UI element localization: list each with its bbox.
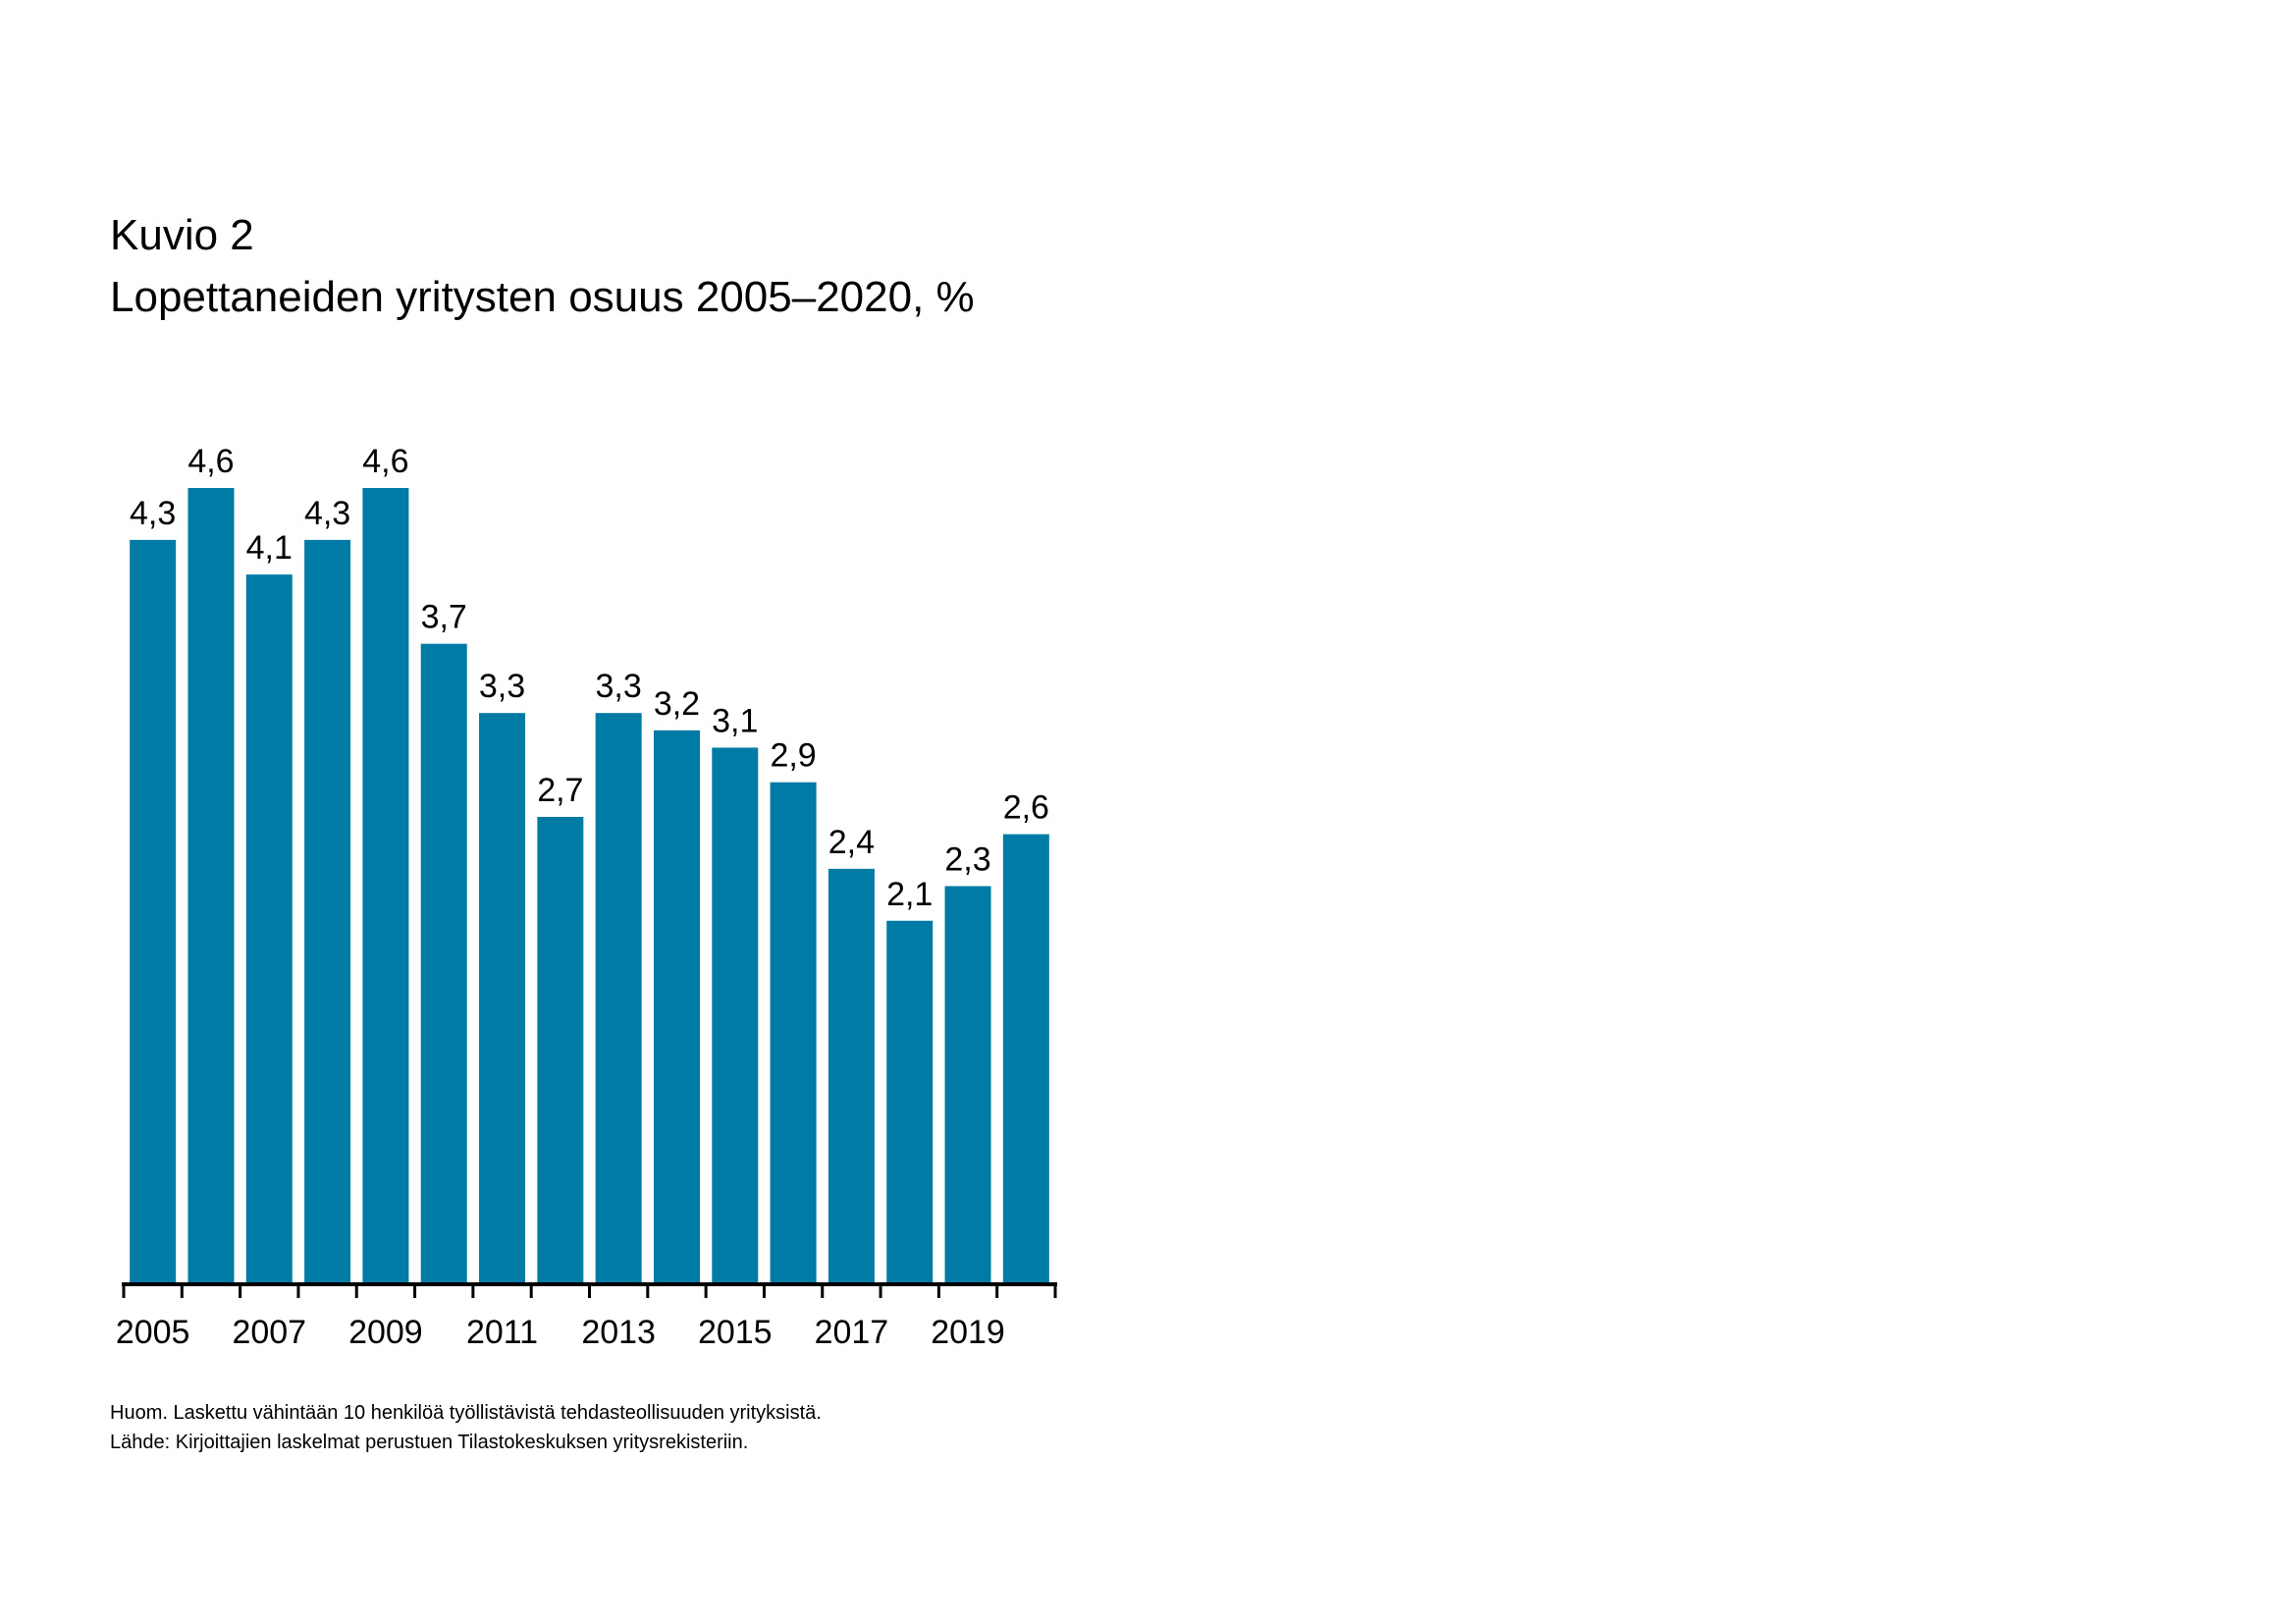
x-tick-label-2013: 2013 (581, 1314, 656, 1351)
data-label-2009: 4,6 (362, 443, 408, 480)
data-label-2007: 4,1 (246, 529, 293, 567)
data-label-2008: 4,3 (304, 495, 350, 532)
data-label-2005: 4,3 (130, 495, 176, 532)
bar-2005 (130, 539, 177, 1284)
x-tick-label-2005: 2005 (116, 1314, 190, 1351)
bar-2006 (187, 488, 235, 1284)
data-label-2020: 2,6 (1003, 789, 1049, 827)
source-text: Lähde: Kirjoittajien laskelmat perustuen… (110, 1432, 749, 1453)
bar-2010 (420, 643, 467, 1284)
bar-2008 (304, 539, 351, 1284)
data-label-2012: 2,7 (537, 772, 583, 809)
data-label-2017: 2,4 (828, 824, 875, 861)
data-label-2006: 4,6 (187, 443, 234, 480)
chart-title: Lopettaneiden yritysten osuus 2005–2020,… (110, 273, 975, 321)
data-label-2015: 3,1 (712, 702, 758, 739)
note-text: Huom. Laskettu vähintään 10 henkilöä työ… (110, 1402, 822, 1424)
data-label-2011: 3,3 (479, 668, 525, 705)
bar-2013 (595, 713, 642, 1284)
bar-2015 (712, 747, 759, 1284)
bar-2011 (479, 713, 526, 1284)
x-tick-label-2009: 2009 (348, 1314, 423, 1351)
bar-2007 (245, 574, 293, 1284)
bar-2009 (362, 488, 409, 1284)
bar-2017 (828, 868, 875, 1284)
x-tick-label-2019: 2019 (931, 1314, 1005, 1351)
x-tick-label-2015: 2015 (698, 1314, 773, 1351)
data-label-2013: 3,3 (596, 668, 642, 705)
bar-2014 (653, 730, 700, 1284)
data-label-2010: 3,7 (421, 599, 467, 636)
x-tick-label-2007: 2007 (232, 1314, 306, 1351)
bar-2012 (537, 816, 584, 1284)
x-tick-label-2017: 2017 (815, 1314, 889, 1351)
data-label-2019: 2,3 (944, 841, 990, 879)
x-tick-label-2011: 2011 (466, 1314, 538, 1351)
bar-2019 (944, 886, 991, 1284)
figure-number: Kuvio 2 (110, 211, 254, 259)
bar-2018 (886, 920, 934, 1284)
bar-2020 (1002, 834, 1049, 1284)
data-label-2018: 2,1 (886, 876, 933, 913)
bar-2016 (770, 782, 817, 1284)
data-label-2016: 2,9 (770, 737, 816, 775)
data-label-2014: 3,2 (654, 685, 700, 723)
